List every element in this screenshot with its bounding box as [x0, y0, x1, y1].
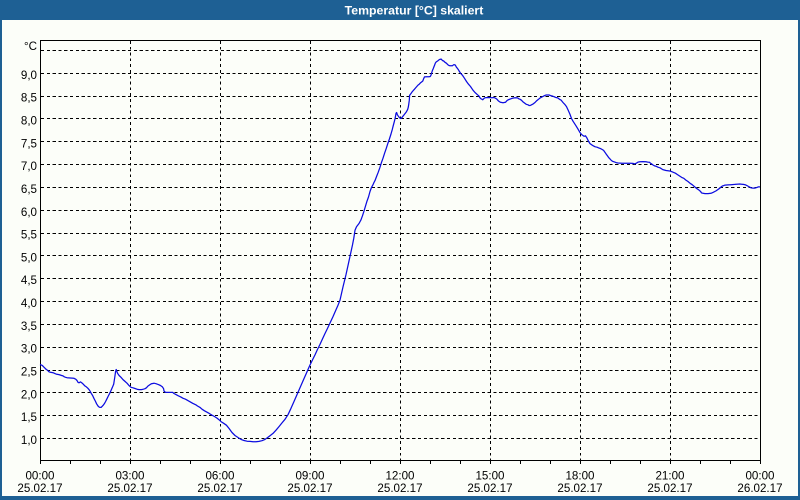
svg-text:21:00: 21:00 — [655, 470, 684, 483]
svg-text:25.02.17: 25.02.17 — [287, 482, 332, 495]
svg-text:25.02.17: 25.02.17 — [467, 482, 512, 495]
svg-text:1,5: 1,5 — [21, 411, 37, 424]
svg-text:25.02.17: 25.02.17 — [377, 482, 422, 495]
svg-text:2,5: 2,5 — [21, 366, 37, 379]
svg-text:6,5: 6,5 — [21, 183, 37, 196]
svg-text:15:00: 15:00 — [475, 470, 504, 483]
svg-text:00:00: 00:00 — [25, 470, 54, 483]
svg-text:8,5: 8,5 — [21, 92, 37, 105]
svg-text:5,0: 5,0 — [21, 251, 37, 264]
svg-text:25.02.17: 25.02.17 — [647, 482, 692, 495]
svg-text:18:00: 18:00 — [565, 470, 594, 483]
svg-text:12:00: 12:00 — [385, 470, 414, 483]
svg-text:7,5: 7,5 — [21, 137, 37, 150]
svg-text:6,0: 6,0 — [21, 206, 37, 219]
svg-text:4,0: 4,0 — [21, 297, 37, 310]
svg-text:03:00: 03:00 — [115, 470, 144, 483]
svg-text:4,5: 4,5 — [21, 274, 37, 287]
svg-text:26.02.17: 26.02.17 — [737, 482, 782, 495]
svg-text:3,0: 3,0 — [21, 343, 37, 356]
svg-text:°C: °C — [24, 40, 37, 53]
svg-text:25.02.17: 25.02.17 — [557, 482, 602, 495]
svg-text:Temperatur [°C] skaliert: Temperatur [°C] skaliert — [345, 4, 484, 18]
svg-text:25.02.17: 25.02.17 — [107, 482, 152, 495]
svg-text:5,5: 5,5 — [21, 229, 37, 242]
svg-text:2,0: 2,0 — [21, 388, 37, 401]
svg-text:00:00: 00:00 — [745, 470, 774, 483]
svg-text:1,0: 1,0 — [21, 434, 37, 447]
svg-text:25.02.17: 25.02.17 — [197, 482, 242, 495]
svg-text:09:00: 09:00 — [295, 470, 324, 483]
svg-text:7,0: 7,0 — [21, 160, 37, 173]
svg-text:06:00: 06:00 — [205, 470, 234, 483]
svg-text:9,0: 9,0 — [21, 69, 37, 82]
svg-text:25.02.17: 25.02.17 — [17, 482, 62, 495]
svg-text:3,5: 3,5 — [21, 320, 37, 333]
svg-text:8,0: 8,0 — [21, 115, 37, 128]
